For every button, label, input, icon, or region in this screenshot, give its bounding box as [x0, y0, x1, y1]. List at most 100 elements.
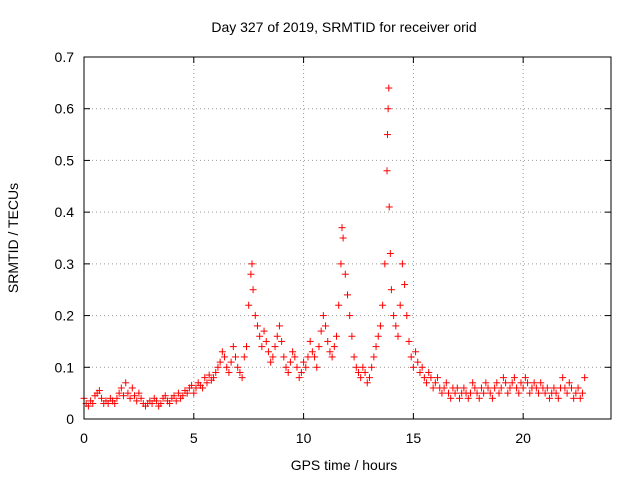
data-point [438, 389, 446, 397]
data-point [205, 371, 213, 379]
data-point [486, 389, 494, 397]
y-tick-label: 0 [66, 411, 74, 427]
data-point [249, 286, 257, 294]
data-point [368, 363, 376, 371]
data-point [338, 224, 346, 232]
data-point [440, 384, 448, 392]
data-point [221, 353, 229, 361]
data-point [326, 348, 334, 356]
data-point [493, 379, 501, 387]
data-point [124, 389, 132, 397]
data-point [546, 394, 554, 402]
data-point [248, 260, 256, 268]
x-tick-label: 5 [190, 430, 198, 446]
data-point [385, 203, 393, 211]
x-tick-label: 20 [515, 430, 531, 446]
data-point [192, 384, 200, 392]
data-point [484, 384, 492, 392]
data-point [524, 379, 532, 387]
data-point [384, 105, 392, 113]
data-point [416, 368, 424, 376]
data-point [423, 379, 431, 387]
data-point [122, 379, 130, 387]
data-point [183, 389, 191, 397]
data-point [350, 353, 358, 361]
tick-layer: 0 5 10 15 20 0 0.1 0.2 0.3 0.4 0.5 0.6 0.7 [55, 49, 611, 446]
data-point [117, 384, 125, 392]
data-point [466, 389, 474, 397]
data-point [431, 379, 439, 387]
data-point [333, 332, 341, 340]
data-point [152, 397, 160, 405]
x-tick-label: 10 [296, 430, 312, 446]
plot-frame [83, 56, 612, 420]
data-point [115, 389, 123, 397]
data-point [352, 363, 360, 371]
data-point [414, 358, 422, 366]
data-point [482, 379, 490, 387]
data-point [552, 389, 560, 397]
data-point [453, 384, 461, 392]
data-point [315, 343, 323, 351]
data-point [434, 374, 442, 382]
data-point [203, 379, 211, 387]
data-point [170, 392, 178, 400]
data-point [216, 358, 224, 366]
data-point [526, 389, 534, 397]
data-point [499, 374, 507, 382]
data-point [111, 399, 119, 407]
data-point [264, 348, 272, 356]
data-point [214, 363, 222, 371]
data-point [563, 389, 571, 397]
data-point [385, 84, 393, 92]
data-point [245, 301, 253, 309]
data-point [537, 379, 545, 387]
data-point [475, 394, 483, 402]
data-point [576, 394, 584, 402]
data-point [535, 389, 543, 397]
data-point [199, 384, 207, 392]
data-point [565, 379, 573, 387]
data-point [510, 374, 518, 382]
data-point [131, 392, 139, 400]
data-point [354, 368, 362, 376]
data-point [137, 394, 145, 402]
data-point [313, 363, 321, 371]
data-point [227, 358, 235, 366]
data-point [280, 353, 288, 361]
y-tick-label: 0.4 [55, 204, 75, 220]
x-axis-label: GPS time / hours [291, 457, 398, 473]
data-point [148, 399, 156, 407]
data-point [359, 363, 367, 371]
data-point [541, 389, 549, 397]
data-point [335, 301, 343, 309]
data-point [304, 353, 312, 361]
data-point [128, 384, 136, 392]
data-point [574, 384, 582, 392]
data-point [504, 389, 512, 397]
points-layer [80, 84, 589, 410]
data-point [232, 353, 240, 361]
data-point [464, 394, 472, 402]
data-point [135, 389, 143, 397]
data-point [229, 343, 237, 351]
data-point [409, 363, 417, 371]
data-point [425, 368, 433, 376]
data-point [401, 281, 409, 289]
data-point [188, 381, 196, 389]
data-point [113, 394, 121, 402]
y-tick-label: 0.3 [55, 256, 75, 272]
data-point [418, 363, 426, 371]
data-point [157, 399, 165, 407]
data-point [403, 312, 411, 320]
data-point [554, 394, 562, 402]
data-point [396, 301, 404, 309]
data-point [559, 374, 567, 382]
data-point [495, 389, 503, 397]
data-point [190, 389, 198, 397]
data-point [381, 260, 389, 268]
data-point [386, 250, 394, 258]
data-point [445, 389, 453, 397]
data-point [174, 389, 182, 397]
